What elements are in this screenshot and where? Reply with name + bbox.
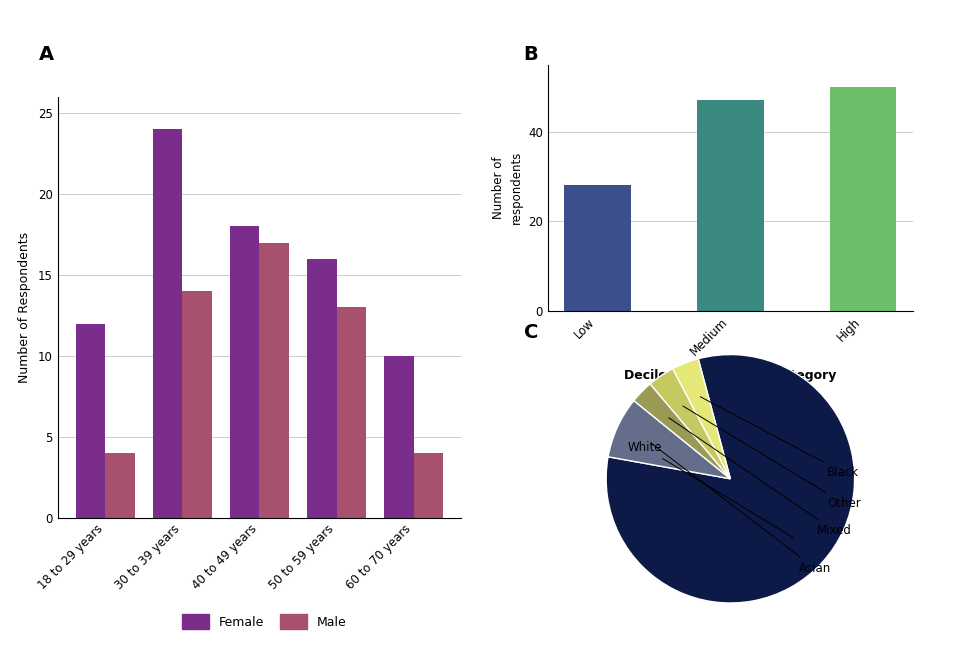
Bar [231, 226, 259, 518]
Bar [76, 324, 106, 518]
Bar [830, 87, 897, 311]
Bar [153, 129, 183, 518]
Legend: Female, Male: Female, Male [177, 609, 352, 634]
Wedge shape [608, 400, 730, 479]
Bar [413, 453, 443, 518]
Text: Black: Black [701, 397, 859, 479]
Y-axis label: Number of Respondents: Number of Respondents [18, 232, 31, 383]
Text: White: White [628, 441, 794, 538]
Bar [384, 356, 413, 518]
Text: Other: Other [683, 406, 861, 510]
Y-axis label: Number of
respondents: Number of respondents [492, 151, 523, 225]
Bar [308, 259, 336, 518]
Bar [183, 291, 211, 518]
Wedge shape [634, 384, 730, 479]
Bar [336, 307, 366, 518]
Wedge shape [606, 355, 854, 603]
Wedge shape [651, 369, 730, 479]
Text: Mixed: Mixed [669, 418, 852, 538]
X-axis label: Decile of deprivation category: Decile of deprivation category [625, 369, 836, 382]
Text: Asian: Asian [652, 443, 831, 575]
Bar [106, 453, 135, 518]
Bar [697, 100, 764, 311]
Bar [564, 186, 630, 311]
Text: C: C [524, 324, 538, 342]
Text: A: A [38, 45, 54, 64]
Wedge shape [673, 359, 730, 479]
Bar [259, 243, 288, 518]
Text: B: B [524, 45, 538, 64]
